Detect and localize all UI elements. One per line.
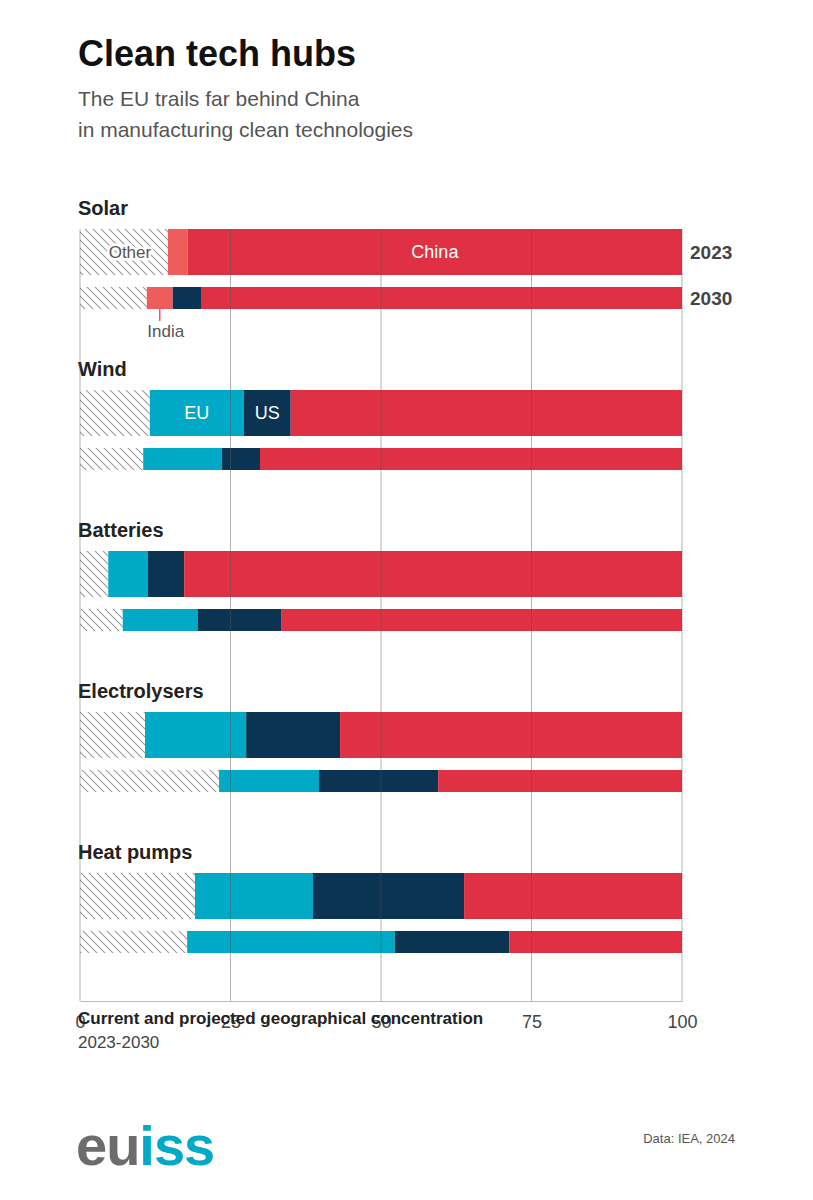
bar-segment — [80, 448, 143, 470]
subtitle: in manufacturing clean technologies — [78, 118, 413, 141]
bar-segment — [222, 448, 260, 470]
bar-segment — [319, 770, 438, 792]
series-label: China — [411, 242, 459, 262]
source: Data: IEA, 2024 — [643, 1131, 735, 1146]
bar-segment — [123, 609, 198, 631]
tick-label: 100 — [667, 1012, 697, 1032]
group-label: Electrolysers — [78, 680, 204, 702]
axis-line — [81, 1001, 683, 1002]
bar-segment — [143, 448, 222, 470]
bar-segment — [340, 712, 682, 758]
grid-line — [682, 229, 683, 1001]
subtitle: The EU trails far behind China — [78, 87, 360, 110]
bar-segment — [188, 229, 682, 275]
bar-segment — [80, 229, 168, 275]
year-label: 2030 — [690, 288, 732, 309]
bar-segment — [80, 931, 187, 953]
tick-label: 75 — [522, 1012, 542, 1032]
bar-segment — [80, 390, 150, 436]
bar-segment — [313, 873, 464, 919]
group-label: Batteries — [78, 519, 164, 541]
bar-segment — [108, 551, 148, 597]
tick: 75 — [522, 1001, 542, 1032]
series-label: India — [147, 322, 184, 341]
bar-segment — [438, 770, 682, 792]
bar-segment — [198, 609, 281, 631]
year-label: 2023 — [690, 242, 732, 263]
bar-segment — [80, 712, 145, 758]
bar-segment — [246, 712, 340, 758]
bar-segment — [260, 448, 682, 470]
bar-segment — [150, 390, 244, 436]
grid-line — [531, 229, 532, 1001]
bar-segment — [80, 287, 147, 309]
label-leader — [159, 309, 161, 321]
group-label: Heat pumps — [78, 841, 192, 863]
x-axis: 0255075100 — [75, 1001, 697, 1032]
bar-segment — [80, 770, 219, 792]
bar-segment — [173, 287, 201, 309]
group-label: Wind — [78, 358, 127, 380]
bar-segment — [509, 931, 682, 953]
grid-line — [230, 229, 231, 1001]
bar-segment — [244, 390, 291, 436]
bar-segment — [201, 287, 682, 309]
bar-segment — [80, 873, 195, 919]
group-label: Solar — [78, 197, 128, 219]
grid-line — [381, 229, 382, 1001]
bar-segment — [168, 229, 188, 275]
bar-segment — [80, 551, 108, 597]
bar-segment — [184, 551, 682, 597]
grid — [80, 229, 682, 1001]
bar-segment — [187, 931, 395, 953]
series-label: US — [255, 403, 280, 423]
logo: euiss — [76, 1114, 214, 1177]
bar-segment — [464, 873, 682, 919]
bar-segment — [395, 931, 509, 953]
bar-segment — [195, 873, 313, 919]
logo-part: eu — [76, 1114, 139, 1177]
title: Clean tech hubs — [78, 33, 356, 74]
bar-segment — [147, 287, 173, 309]
logo-part: iss — [139, 1114, 214, 1177]
series-label: EU — [184, 403, 209, 423]
bar-segment — [148, 551, 184, 597]
bar-segment — [291, 390, 682, 436]
bar-segment — [219, 770, 319, 792]
axis-subtitle: 2023-2030 — [78, 1033, 159, 1052]
bar-segment — [281, 609, 682, 631]
chart: Clean tech hubs The EU trails far behind … — [0, 0, 813, 1200]
axis-title: Current and projected geographical conce… — [78, 1009, 483, 1028]
grid-line — [80, 229, 81, 1001]
tick: 100 — [667, 1001, 697, 1032]
series-label: Other — [109, 243, 152, 262]
bar-segment — [80, 609, 123, 631]
